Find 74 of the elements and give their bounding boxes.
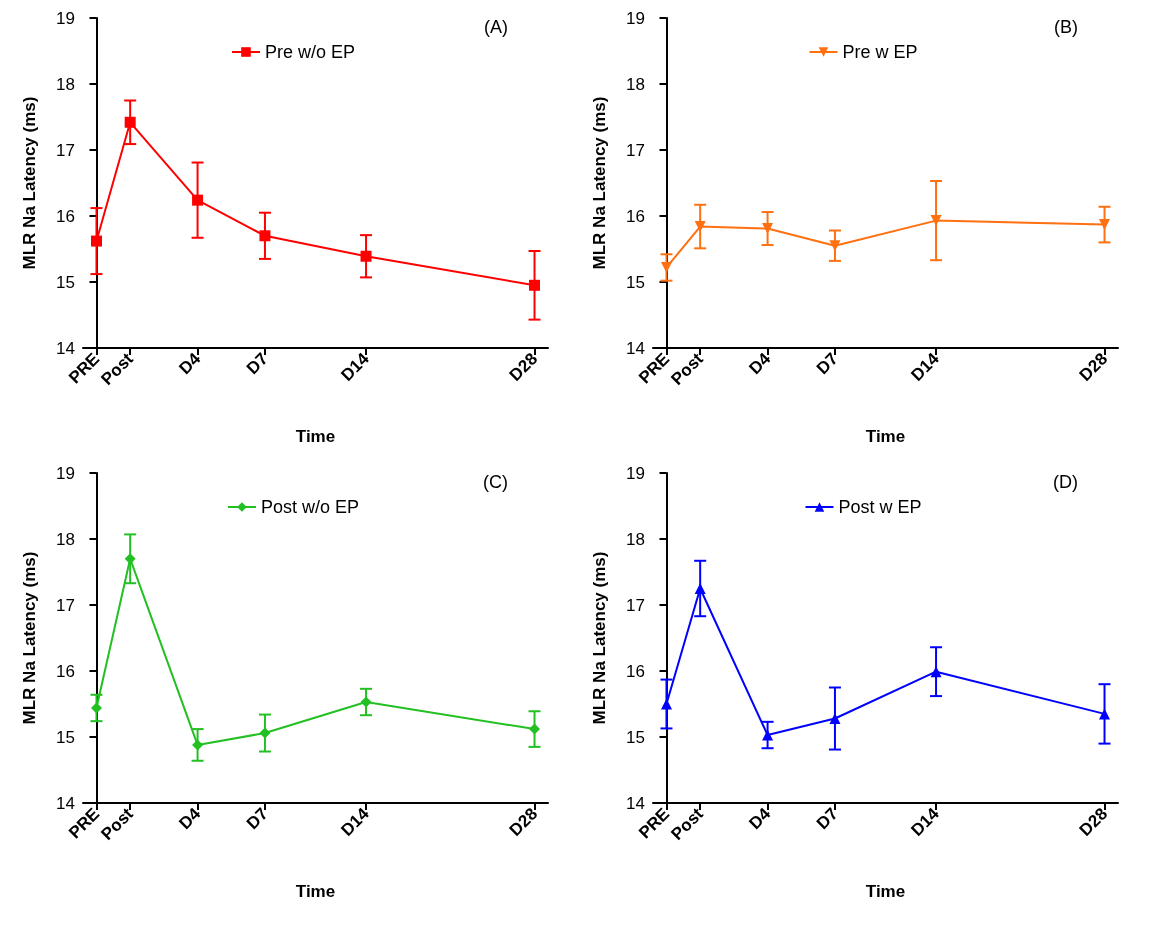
point [90, 702, 102, 714]
y-tick-label: 15 [56, 727, 75, 747]
annotation: (B) [1054, 17, 1079, 37]
y-axis-title: MLR Na Latency (ms) [590, 96, 609, 270]
legend-label: Pre w EP [842, 42, 918, 62]
y-tick-label: 19 [626, 463, 645, 483]
x-tick-label: D7 [812, 804, 842, 834]
point [192, 194, 204, 206]
x-tick-label: D7 [812, 349, 842, 379]
x-tick-label: D4 [745, 348, 775, 379]
x-tick-label: D14 [337, 803, 374, 840]
x-tick-label: D14 [337, 348, 374, 385]
point [529, 279, 541, 291]
y-tick-label: 19 [56, 463, 75, 483]
y-tick-label: 17 [626, 595, 645, 615]
y-axis-title: MLR Na Latency (ms) [20, 96, 39, 270]
y-axis-title: MLR Na Latency (ms) [590, 551, 609, 725]
y-axis-title: MLR Na Latency (ms) [20, 551, 39, 725]
x-tick-label: D7 [242, 804, 272, 834]
y-tick-label: 15 [56, 272, 75, 292]
annotation: (A) [484, 17, 509, 37]
y-tick-label: 19 [626, 8, 645, 28]
annotation: (C) [483, 472, 509, 492]
point [1099, 708, 1111, 720]
point [529, 723, 541, 735]
annotation: (D) [1053, 472, 1079, 492]
point [124, 116, 136, 128]
x-axis-title: Time [865, 427, 906, 446]
x-axis-title: Time [295, 427, 336, 446]
y-tick-label: 18 [56, 529, 75, 549]
y-tick-label: 18 [626, 74, 645, 94]
point [192, 739, 204, 751]
x-tick-label: D14 [907, 803, 944, 840]
point [930, 666, 942, 678]
point [829, 713, 841, 725]
x-tick-label: D28 [1075, 349, 1112, 385]
x-tick-label: D14 [907, 348, 944, 385]
x-tick-label: D7 [242, 349, 272, 379]
y-tick-label: 16 [626, 206, 645, 226]
y-tick-label: 19 [56, 8, 75, 28]
x-axis-title: Time [865, 882, 906, 901]
y-tick-label: 17 [626, 140, 645, 160]
point [259, 230, 271, 242]
y-tick-label: 18 [56, 74, 75, 94]
x-tick-label: D28 [1075, 804, 1112, 840]
point [90, 235, 102, 247]
y-tick-label: 16 [626, 661, 645, 681]
y-tick-label: 14 [626, 338, 645, 358]
legend-label: Pre w/o EP [264, 42, 356, 62]
point [660, 261, 672, 273]
x-tick-label: D4 [175, 348, 205, 379]
y-tick-label: 15 [626, 272, 645, 292]
y-tick-label: 14 [56, 793, 75, 813]
y-tick-label: 18 [626, 529, 645, 549]
legend-label: Post w/o EP [260, 497, 360, 517]
x-tick-label: D4 [175, 803, 205, 834]
point [259, 727, 271, 739]
point [360, 250, 372, 262]
y-tick-label: 14 [56, 338, 75, 358]
point [660, 698, 672, 710]
y-tick-label: 14 [626, 793, 645, 813]
point [360, 696, 372, 708]
y-tick-label: 17 [56, 595, 75, 615]
x-axis-title: Time [295, 882, 336, 901]
x-tick-label: D4 [745, 803, 775, 834]
y-tick-label: 15 [626, 727, 645, 747]
y-tick-label: 16 [56, 661, 75, 681]
point [694, 583, 706, 594]
legend-label: Post w EP [838, 497, 922, 517]
x-tick-label: D28 [505, 349, 542, 385]
point [762, 729, 774, 741]
y-tick-label: 17 [56, 140, 75, 160]
x-tick-label: D28 [505, 804, 542, 840]
y-tick-label: 16 [56, 206, 75, 226]
